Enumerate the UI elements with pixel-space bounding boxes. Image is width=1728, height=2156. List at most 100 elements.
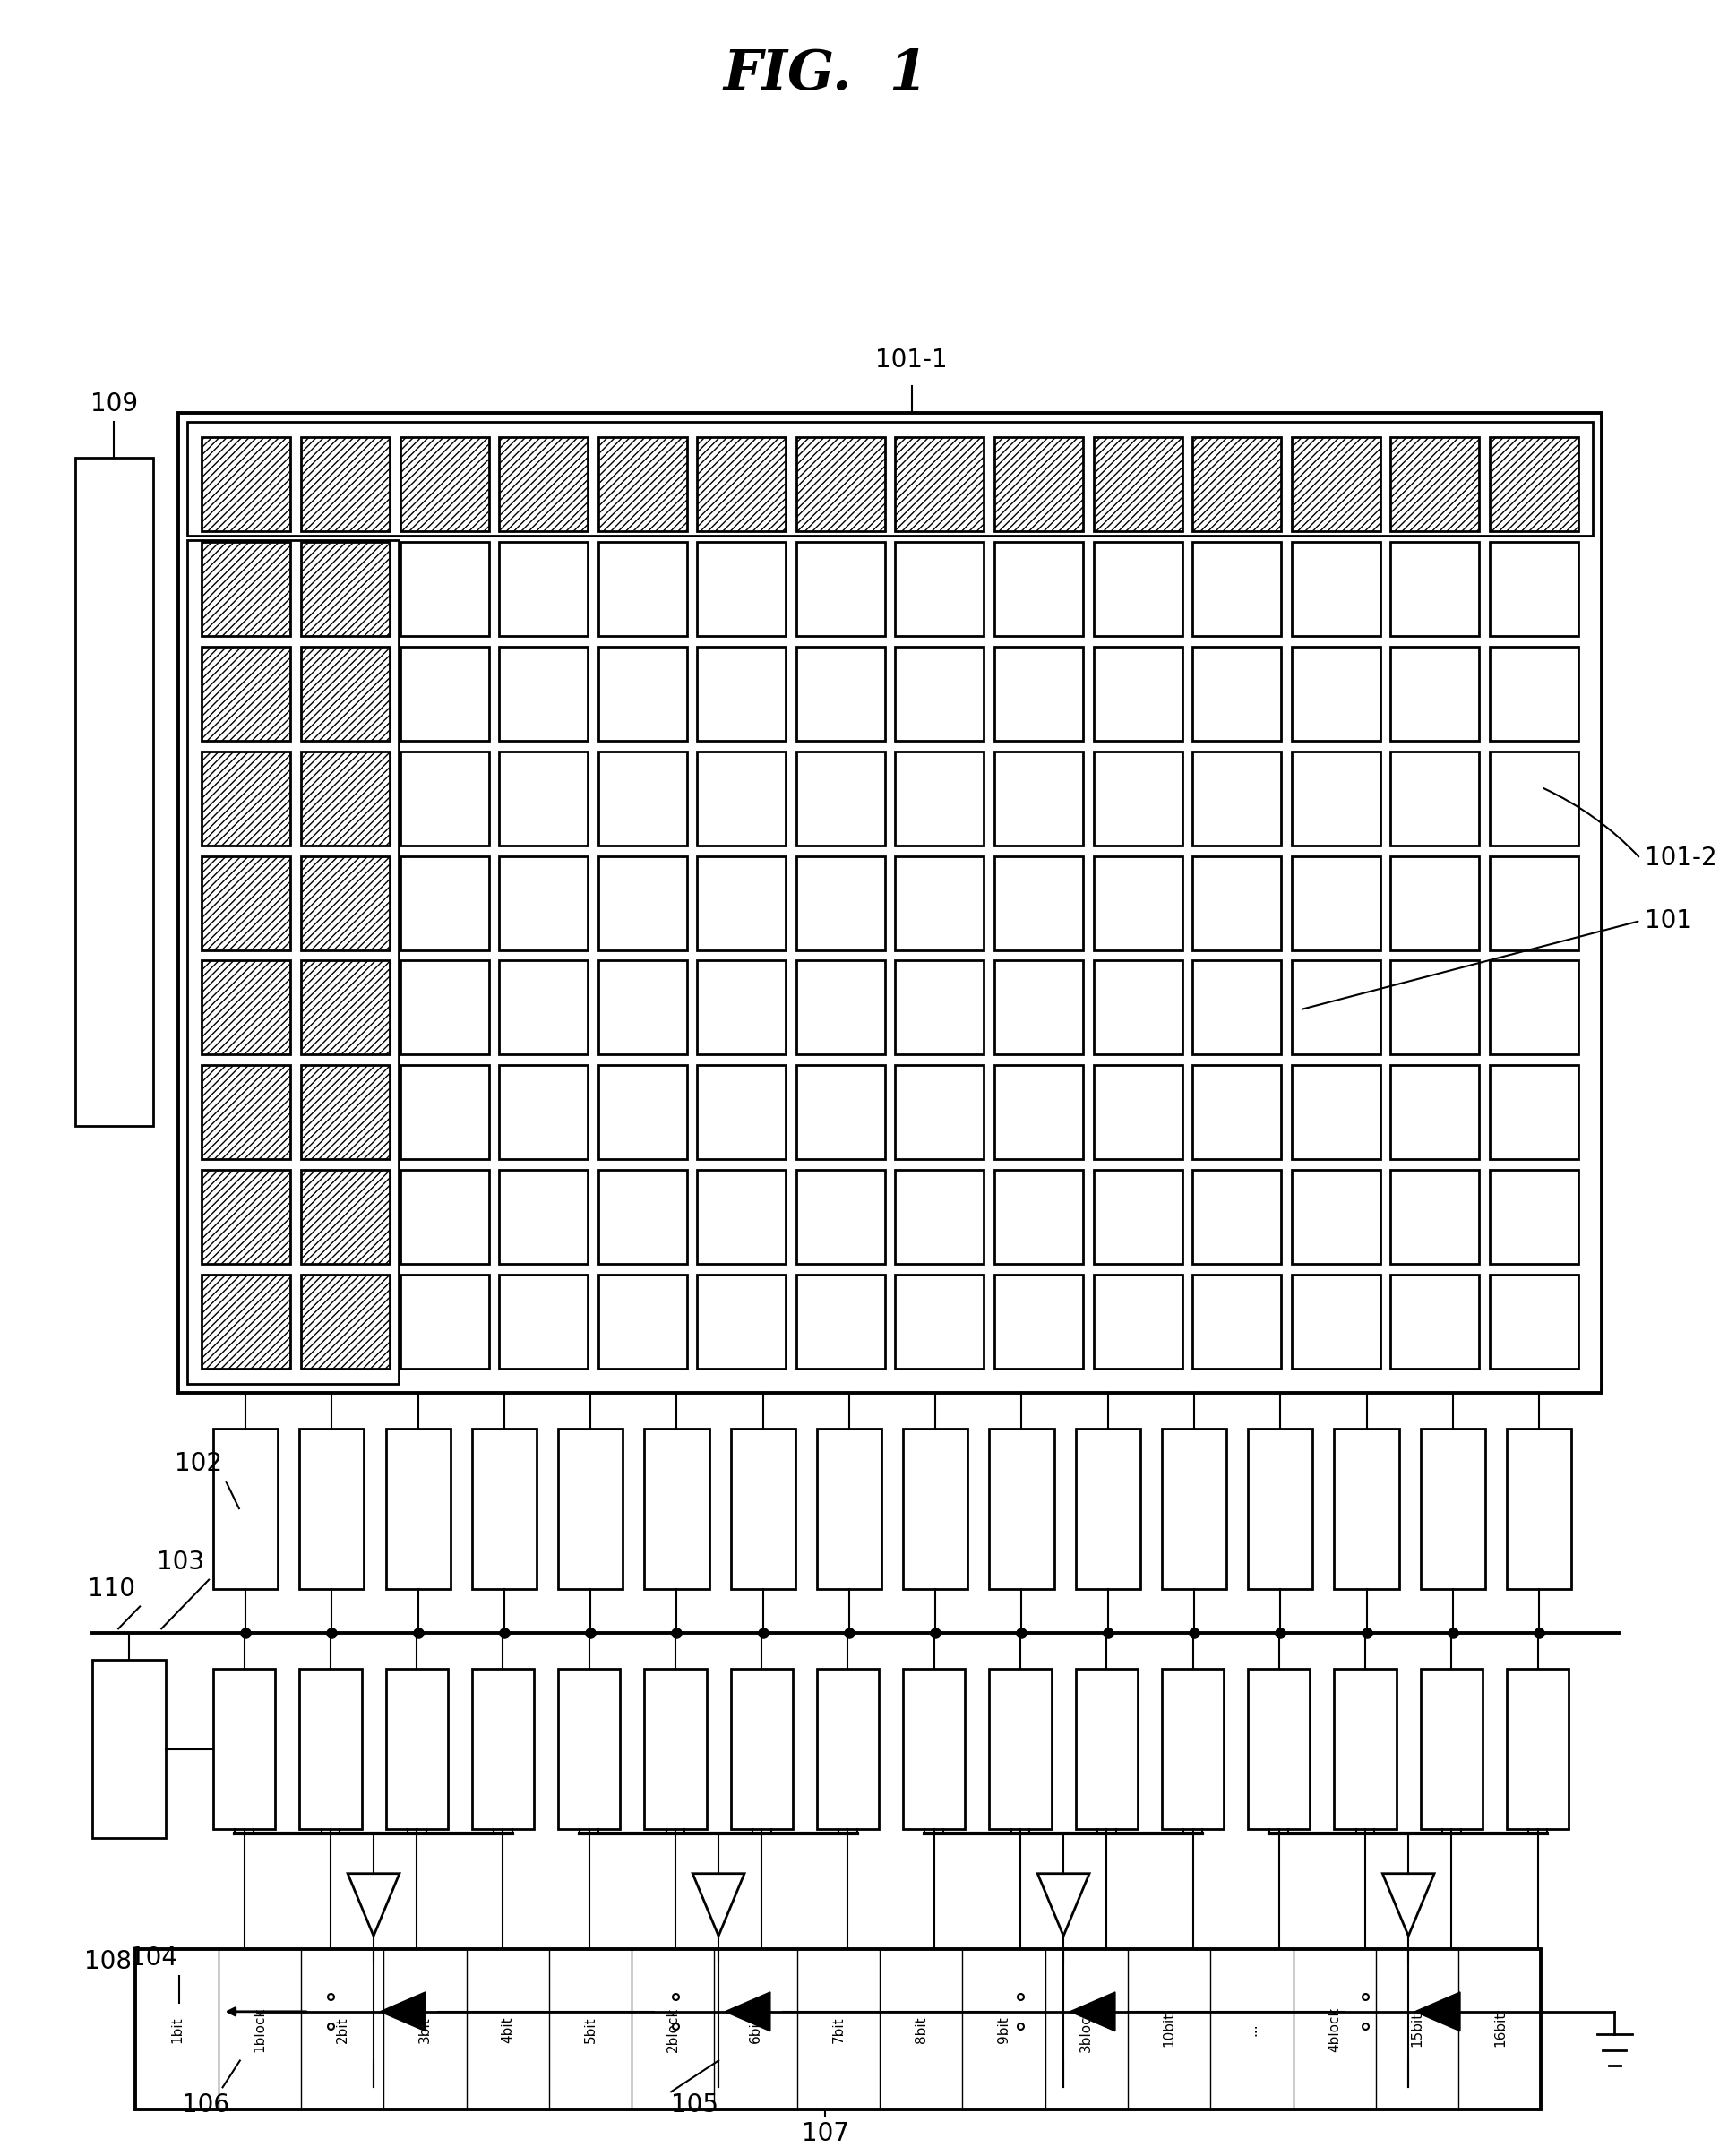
Bar <box>1490 750 1578 845</box>
Text: 103: 103 <box>157 1550 204 1574</box>
Bar <box>1490 856 1578 951</box>
Bar <box>1094 541 1182 636</box>
Bar <box>499 856 588 951</box>
Bar <box>301 962 391 1054</box>
Text: 101-1: 101-1 <box>876 347 947 373</box>
Bar <box>895 1171 983 1263</box>
Bar <box>994 750 1083 845</box>
Bar <box>696 1274 786 1369</box>
Bar <box>301 856 391 951</box>
Bar <box>187 541 399 1384</box>
Bar <box>1094 1171 1182 1263</box>
Bar <box>1161 1427 1227 1589</box>
Bar <box>645 1669 707 1828</box>
Bar <box>472 1427 537 1589</box>
Bar <box>994 856 1083 951</box>
Bar <box>1291 647 1381 742</box>
Text: 106: 106 <box>181 2093 230 2117</box>
Bar <box>797 962 885 1054</box>
Bar <box>401 856 489 951</box>
Bar <box>299 1427 365 1589</box>
Bar <box>994 438 1083 530</box>
Bar <box>499 541 588 636</box>
Bar <box>895 438 983 530</box>
Text: 3block: 3block <box>1080 2007 1094 2053</box>
Text: 4bit: 4bit <box>501 2016 515 2042</box>
Bar <box>202 1171 290 1263</box>
Bar <box>1490 541 1578 636</box>
Bar <box>1192 1065 1280 1160</box>
Bar <box>301 541 391 636</box>
Bar <box>1094 1274 1182 1369</box>
Bar <box>994 962 1083 1054</box>
Bar <box>1161 1669 1223 1828</box>
Bar <box>401 1171 489 1263</box>
Bar <box>797 1274 885 1369</box>
Bar <box>1291 541 1381 636</box>
Bar <box>1192 1171 1280 1263</box>
Bar <box>1248 1669 1310 1828</box>
Bar <box>499 1171 588 1263</box>
Bar <box>301 647 391 742</box>
Bar <box>93 1660 166 1837</box>
Bar <box>202 750 290 845</box>
Bar <box>895 1065 983 1160</box>
Bar <box>817 1427 881 1589</box>
Bar <box>797 541 885 636</box>
Bar <box>696 1171 786 1263</box>
Bar <box>401 647 489 742</box>
Polygon shape <box>1415 1992 1460 2031</box>
Bar <box>1490 1171 1578 1263</box>
Bar <box>598 750 686 845</box>
Text: 1bit: 1bit <box>169 2016 183 2042</box>
Text: 101: 101 <box>1645 908 1692 934</box>
Bar <box>385 1669 448 1828</box>
Bar <box>213 1669 275 1828</box>
Bar <box>895 856 983 951</box>
Bar <box>797 750 885 845</box>
Text: 15bit: 15bit <box>1410 2012 1424 2046</box>
Bar <box>598 1274 686 1369</box>
Bar <box>1391 1065 1479 1160</box>
Bar <box>385 1427 451 1589</box>
Bar <box>301 1065 391 1160</box>
Bar <box>401 1274 489 1369</box>
Bar <box>1420 1669 1483 1828</box>
Bar <box>1334 1669 1396 1828</box>
Bar <box>994 647 1083 742</box>
Bar <box>1507 1427 1571 1589</box>
Bar <box>598 438 686 530</box>
Bar <box>1391 856 1479 951</box>
Bar <box>499 647 588 742</box>
Bar <box>135 1949 1541 2109</box>
Bar <box>895 647 983 742</box>
Bar <box>202 647 290 742</box>
Bar <box>301 1171 391 1263</box>
Bar <box>1391 541 1479 636</box>
Bar <box>1094 647 1182 742</box>
Bar <box>401 438 489 530</box>
Bar <box>1391 438 1479 530</box>
Bar <box>401 1065 489 1160</box>
Bar <box>178 414 1602 1393</box>
Bar <box>1192 1274 1280 1369</box>
Bar <box>696 438 786 530</box>
Bar <box>994 1065 1083 1160</box>
Bar <box>1094 750 1182 845</box>
Bar <box>904 1427 968 1589</box>
Bar <box>1192 541 1280 636</box>
Bar <box>598 856 686 951</box>
Bar <box>187 423 1593 535</box>
Text: 108: 108 <box>83 1949 131 1975</box>
Text: 5bit: 5bit <box>584 2016 598 2042</box>
Bar <box>472 1669 534 1828</box>
Bar <box>696 962 786 1054</box>
Bar <box>499 438 588 530</box>
Bar <box>301 1274 391 1369</box>
Bar <box>1094 1065 1182 1160</box>
Bar <box>1344 1962 1472 2061</box>
Bar <box>301 750 391 845</box>
Bar <box>401 962 489 1054</box>
Bar <box>895 962 983 1054</box>
Bar <box>895 541 983 636</box>
